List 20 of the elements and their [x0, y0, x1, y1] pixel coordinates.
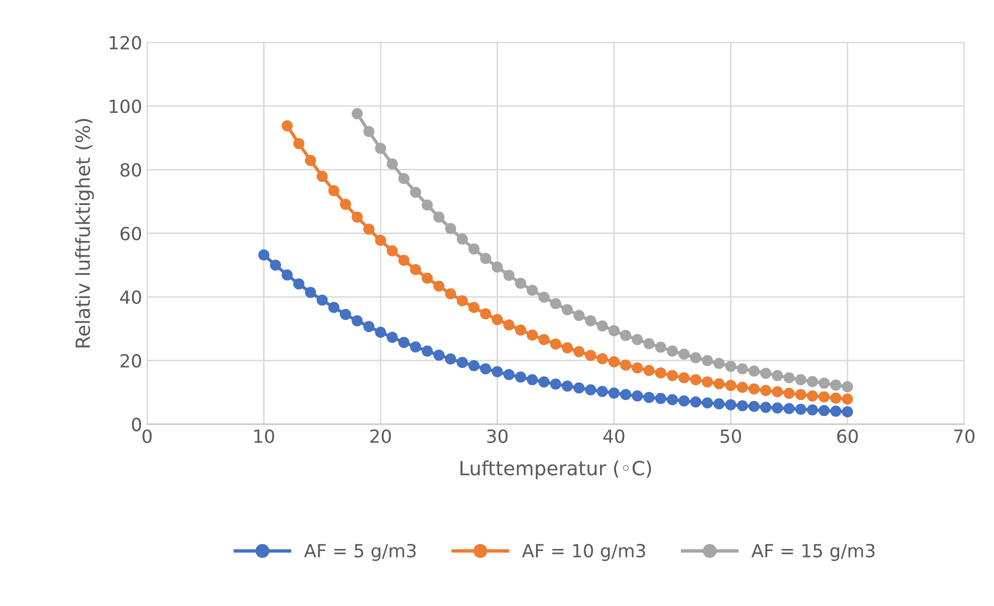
- y-tick-label: 100: [110, 100, 142, 114]
- y-tick-label: 20: [120, 354, 142, 368]
- x-tick-label: 10: [254, 429, 274, 444]
- x-tick-label: 20: [370, 429, 391, 444]
- x-tick-label: 40: [603, 429, 624, 444]
- x-tick-label: 30: [487, 429, 508, 444]
- x-tick-label: 50: [720, 429, 742, 444]
- y-axis-title: Relativ luftfuktighet (%): [75, 118, 94, 348]
- x-axis-title: Lufttemperatur (◦C): [460, 460, 651, 480]
- y-tick-label: 0: [132, 418, 142, 432]
- legend-label: AF = 15 g/m3: [751, 544, 874, 562]
- y-tick-label: 80: [120, 163, 142, 177]
- y-tick-label: 120: [110, 36, 142, 50]
- y-tick-label: 60: [120, 226, 142, 240]
- legend-label: AF = 5 g/m3: [304, 544, 416, 562]
- x-tick-label: 70: [954, 429, 974, 444]
- legend-label: AF = 10 g/m3: [522, 544, 646, 562]
- x-tick-label: 0: [142, 429, 152, 444]
- x-tick-label: 60: [837, 429, 858, 444]
- y-tick-label: 40: [120, 290, 142, 304]
